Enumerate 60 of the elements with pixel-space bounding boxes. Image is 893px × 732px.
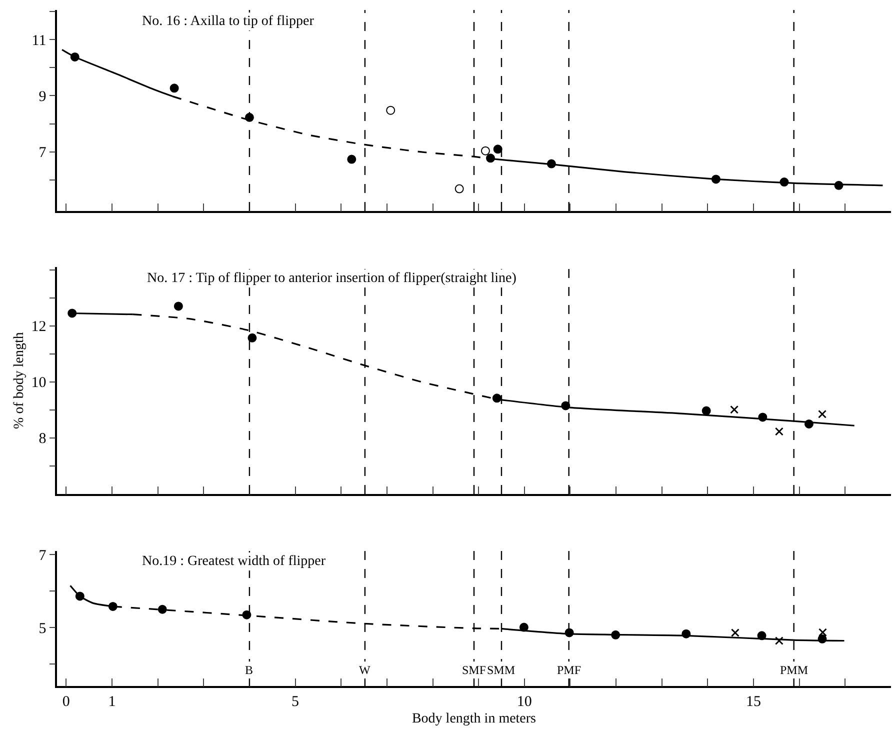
- point: [480, 146, 490, 156]
- point: [711, 174, 720, 184]
- x-tick-label: 1: [108, 694, 116, 710]
- point: [486, 154, 495, 163]
- ref-line-label: SMM: [487, 663, 516, 677]
- x-tick-label: 15: [746, 694, 762, 710]
- ref-line-label: B: [245, 663, 254, 677]
- y-tick-label: 5: [38, 620, 46, 637]
- ref-line-label: PMM: [780, 663, 808, 677]
- point: [774, 427, 784, 436]
- y-tick-label: 7: [38, 548, 47, 564]
- point: [780, 178, 789, 187]
- point: [774, 636, 784, 646]
- point: [70, 52, 80, 62]
- point: [818, 634, 827, 644]
- y-tick-label: 9: [38, 88, 46, 105]
- point: [818, 628, 827, 637]
- y-tick-label: 10: [31, 375, 46, 392]
- point: [804, 419, 814, 428]
- point: [454, 184, 464, 194]
- point: [347, 154, 356, 164]
- point: [68, 308, 77, 318]
- point: [730, 628, 740, 637]
- x-tick-label: 5: [292, 694, 300, 710]
- point: [242, 610, 252, 620]
- point: [546, 159, 556, 168]
- point: [682, 629, 691, 638]
- point: [611, 630, 620, 640]
- ref-line-label: W: [359, 663, 371, 677]
- point: [730, 405, 739, 414]
- y-tick-label: 7: [38, 145, 47, 162]
- x-tick-label: 10: [516, 694, 532, 710]
- point: [493, 144, 502, 154]
- chart-title: No. 17 : Tip of flipper to anterior insertion of flipper(straight line): [147, 271, 517, 286]
- y-axis-title: % of body length: [12, 332, 27, 429]
- point: [702, 406, 711, 416]
- point: [108, 602, 118, 611]
- x-axis-title: Body length in meters: [412, 712, 536, 727]
- y-tick-label: 11: [32, 32, 46, 49]
- point: [170, 84, 179, 93]
- point: [75, 592, 84, 601]
- point: [158, 604, 167, 614]
- point: [386, 106, 396, 115]
- point: [561, 401, 570, 410]
- y-tick-label: 12: [31, 319, 46, 336]
- ref-line-label: PMF: [557, 663, 582, 677]
- y-tick-label: 8: [38, 431, 46, 448]
- point: [519, 622, 528, 632]
- point: [757, 631, 766, 640]
- point: [834, 180, 844, 190]
- ref-line-label: SMF: [462, 663, 486, 677]
- point: [248, 333, 257, 342]
- x-tick-label: 0: [62, 694, 70, 710]
- point: [818, 410, 827, 418]
- chart-title: No. 16 : Axilla to tip of flipper: [142, 14, 314, 29]
- point: [758, 412, 768, 422]
- point: [564, 628, 574, 638]
- chart-title: No.19 : Greatest width of flipper: [142, 554, 326, 569]
- point: [174, 302, 183, 311]
- point: [492, 394, 502, 403]
